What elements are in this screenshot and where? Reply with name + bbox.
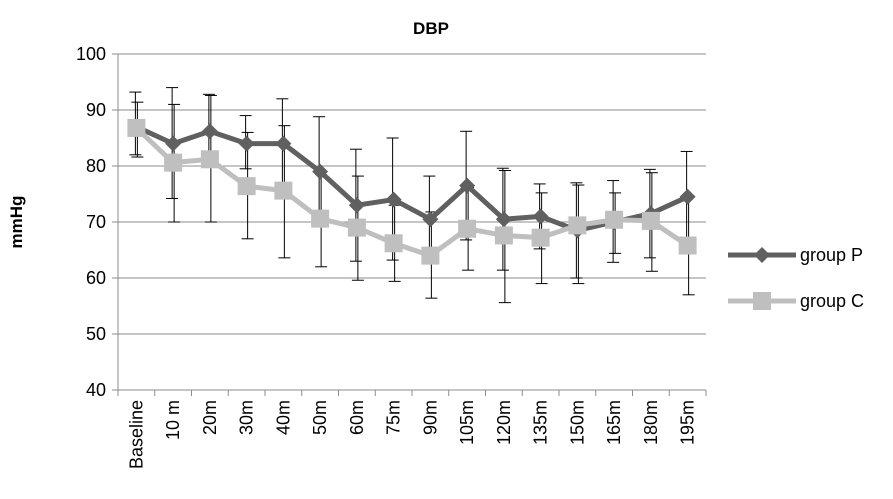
gridlines	[118, 53, 706, 335]
data-point-group-p	[238, 135, 255, 152]
data-point-group-p	[201, 123, 218, 140]
series-lines	[134, 124, 690, 259]
data-point-group-c	[200, 150, 219, 169]
data-point-group-c	[237, 177, 256, 196]
y-axis-title: mmHg	[7, 196, 26, 249]
legend-square-marker	[753, 292, 771, 310]
data-point-group-p	[532, 208, 549, 225]
x-tick-label: 120m	[494, 400, 514, 445]
data-point-group-c	[347, 218, 366, 237]
y-tick-label: 40	[86, 380, 106, 400]
data-point-group-c	[421, 246, 440, 265]
legend-diamond-marker	[754, 247, 770, 263]
y-tick-label: 50	[86, 324, 106, 344]
x-tick-label: 40m	[273, 400, 293, 435]
data-point-group-c	[274, 181, 293, 200]
x-tick-label: 90m	[420, 400, 440, 435]
series-markers	[127, 118, 697, 265]
legend-label: group P	[800, 245, 863, 265]
x-tick-label: 150m	[567, 400, 587, 445]
data-point-group-c	[605, 210, 624, 229]
x-tick-label: 195m	[678, 400, 698, 445]
data-point-group-p	[165, 135, 182, 152]
data-point-group-p	[679, 188, 696, 205]
y-tick-label: 80	[86, 156, 106, 176]
x-tick-label: 10 m	[163, 400, 183, 440]
data-point-group-c	[641, 211, 660, 230]
data-point-group-p	[312, 163, 329, 180]
y-tick-label: 70	[86, 212, 106, 232]
data-point-group-p	[348, 197, 365, 214]
axes: 40 50 60 70 80 90 100 Baseline 10 m 20m 30m 40m 50m 6…	[76, 44, 707, 469]
x-tick-label: 50m	[310, 400, 330, 435]
x-tick-label: 180m	[641, 400, 661, 445]
x-tick-label: 75m	[384, 400, 404, 435]
data-point-group-p	[275, 135, 292, 152]
x-tick-label: 165m	[604, 400, 624, 445]
data-point-group-c	[531, 228, 550, 247]
data-point-group-c	[127, 118, 146, 137]
x-tick-label: 30m	[237, 400, 257, 435]
data-point-group-c	[678, 236, 697, 255]
legend-item-group-c: group C	[728, 291, 864, 311]
data-point-group-c	[384, 234, 403, 253]
data-point-group-c	[311, 209, 330, 228]
series-line-group-c	[134, 126, 690, 259]
y-tick-label: 60	[86, 268, 106, 288]
chart-title: DBP	[413, 19, 449, 38]
legend-item-group-p: group P	[728, 245, 863, 265]
x-tick-label: 135m	[531, 400, 551, 445]
data-point-group-c	[568, 216, 587, 235]
data-point-group-p	[422, 211, 439, 228]
data-point-group-c	[164, 153, 183, 172]
x-tick-label: 60m	[347, 400, 367, 435]
error-bars	[129, 87, 695, 304]
x-tick-label: 20m	[200, 400, 220, 435]
data-point-group-c	[458, 219, 477, 238]
data-point-group-p	[385, 191, 402, 208]
legend: group P group C	[728, 245, 864, 311]
data-point-group-p	[459, 177, 476, 194]
x-tick-label: 105m	[457, 400, 477, 445]
legend-label: group C	[800, 291, 864, 311]
y-tick-label: 90	[86, 100, 106, 120]
data-point-group-c	[494, 226, 513, 245]
x-tick-label: Baseline	[126, 400, 146, 469]
series-line-group-p	[135, 124, 689, 233]
y-tick-label: 100	[76, 44, 106, 64]
data-point-group-p	[495, 211, 512, 228]
